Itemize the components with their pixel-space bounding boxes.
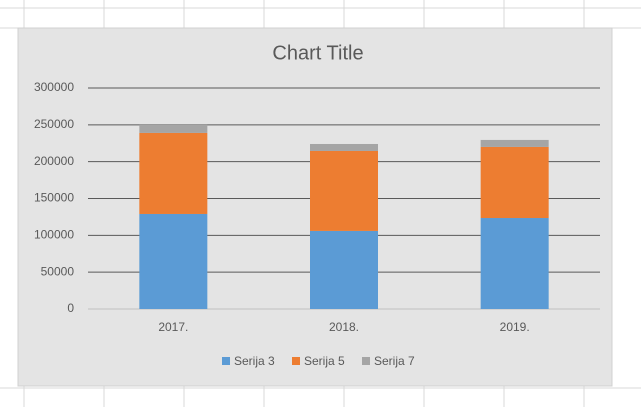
x-tick-label: 2017. [158, 320, 188, 334]
bar-segment [310, 143, 378, 151]
bar-segment [139, 124, 208, 133]
y-tick-label: 100000 [34, 228, 74, 242]
chart-title: Chart Title [272, 42, 363, 64]
x-tick-label: 2019. [500, 320, 530, 334]
bar-segment [139, 132, 208, 214]
legend-swatch [292, 357, 300, 365]
legend-label: Serija 3 [234, 354, 275, 368]
bar-segment [139, 213, 208, 309]
legend-swatch [222, 357, 230, 365]
legend-label: Serija 7 [374, 354, 415, 368]
y-tick-label: 300000 [34, 80, 74, 94]
bar-segment [480, 146, 549, 219]
x-tick-label: 2018. [329, 320, 359, 334]
bar-segment [310, 150, 378, 231]
y-tick-label: 0 [67, 301, 74, 315]
y-tick-label: 50000 [41, 264, 75, 278]
legend-swatch [362, 357, 370, 365]
y-tick-label: 200000 [34, 154, 74, 168]
bar-segment [310, 230, 378, 309]
bar-segment [480, 218, 549, 309]
legend-label: Serija 5 [304, 354, 345, 368]
y-tick-label: 250000 [34, 117, 74, 131]
y-tick-label: 150000 [34, 191, 74, 205]
bar-segment [480, 139, 549, 147]
